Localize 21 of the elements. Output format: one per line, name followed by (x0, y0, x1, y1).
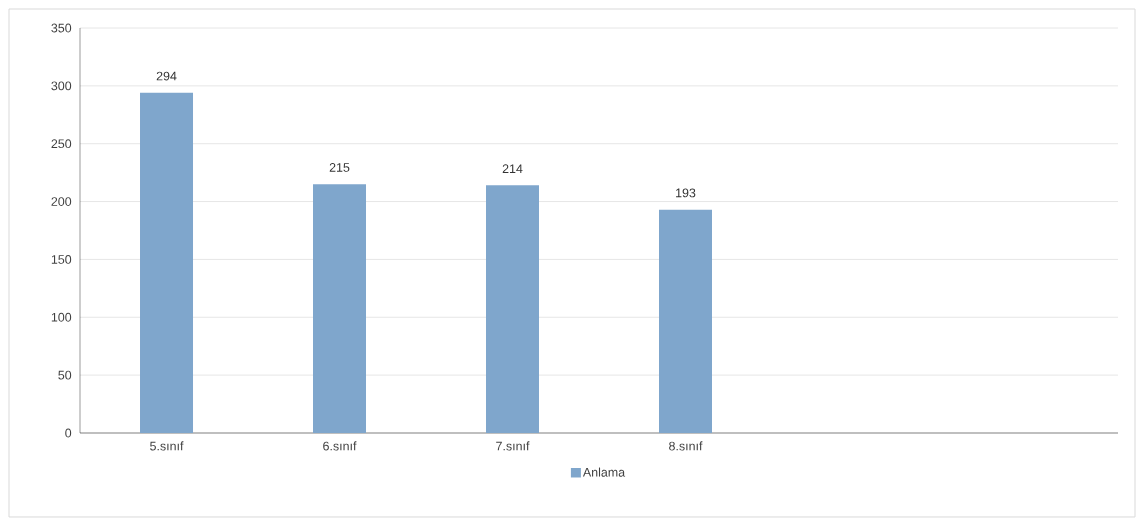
bar (659, 209, 712, 433)
x-tick-label: 7.sınıf (496, 441, 530, 451)
y-tick-label: 300 (51, 81, 72, 91)
y-tick-label: 150 (51, 255, 72, 264)
bar (140, 92, 194, 433)
y-tick-label: 200 (51, 197, 72, 206)
data-label: 215 (329, 163, 350, 172)
y-tick-label: 350 (51, 23, 72, 33)
bar (486, 185, 539, 433)
data-label: 214 (502, 164, 523, 174)
data-label: 294 (156, 71, 177, 81)
x-tick-label: 6.sınıf (323, 441, 357, 451)
y-tick-label: 250 (51, 139, 72, 149)
y-tick-label: 0 (65, 428, 72, 438)
data-label: 193 (676, 188, 696, 198)
x-tick-label: 8.sınıf (669, 441, 703, 451)
y-tick-label: 100 (51, 312, 72, 322)
y-tick-label: 50 (58, 370, 72, 380)
bar (313, 184, 367, 433)
x-tick-label: 5.sınıf (150, 441, 184, 451)
legend-label: Anlama (582, 467, 626, 477)
